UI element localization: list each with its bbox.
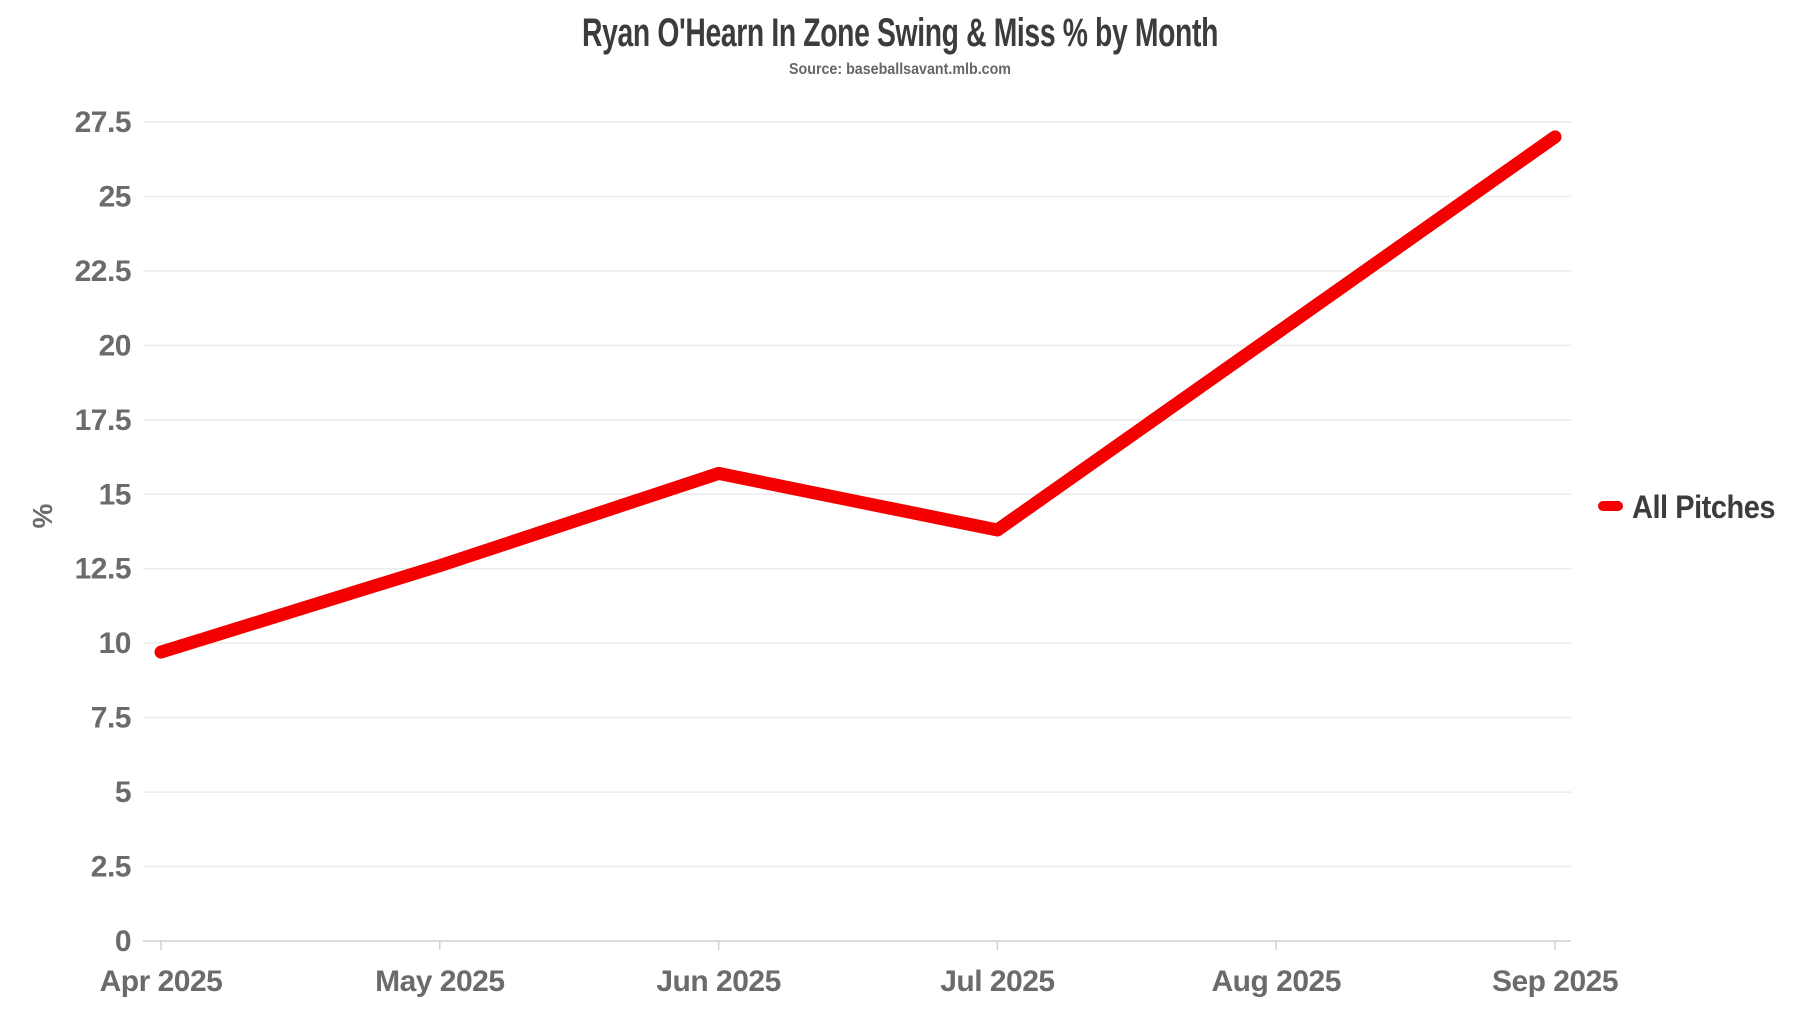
y-tick-label: 10 — [99, 627, 131, 660]
x-tick-label: Apr 2025 — [100, 965, 223, 998]
series-line-all-pitches — [154, 130, 1562, 659]
y-tick-label: 15 — [99, 478, 131, 511]
y-tick-label: 27.5 — [75, 106, 131, 139]
chart-title: Ryan O'Hearn In Zone Swing & Miss % by M… — [582, 11, 1218, 55]
chart-subtitle: Source: baseballsavant.mlb.com — [789, 61, 1011, 78]
y-tick-label: 2.5 — [91, 851, 131, 884]
y-tick-label: 22.5 — [75, 255, 131, 288]
y-tick-label: 25 — [99, 180, 131, 213]
y-tick-label: 17.5 — [75, 404, 131, 437]
legend-marker — [1598, 501, 1623, 511]
y-tick-label: 5 — [115, 776, 131, 809]
x-tick-label: May 2025 — [375, 965, 504, 998]
x-tick-label: Jun 2025 — [656, 965, 780, 998]
y-axis-title: % — [27, 503, 58, 528]
y-tick-label: 0 — [115, 925, 131, 958]
legend-label: All Pitches — [1632, 489, 1775, 525]
y-tick-label: 20 — [99, 329, 131, 362]
y-tick-label: 12.5 — [75, 553, 131, 586]
plot-area: 0 2.5 5 7.5 10 12.5 15 17.5 20 22.5 25 27.5 Apr 2025… — [75, 106, 1619, 998]
x-tick-label: Sep 2025 — [1492, 965, 1618, 998]
x-tick-label: Aug 2025 — [1212, 965, 1341, 998]
legend: All Pitches — [1598, 489, 1776, 525]
x-tick-label: Jul 2025 — [940, 965, 1054, 998]
y-tick-label: 7.5 — [91, 702, 131, 735]
